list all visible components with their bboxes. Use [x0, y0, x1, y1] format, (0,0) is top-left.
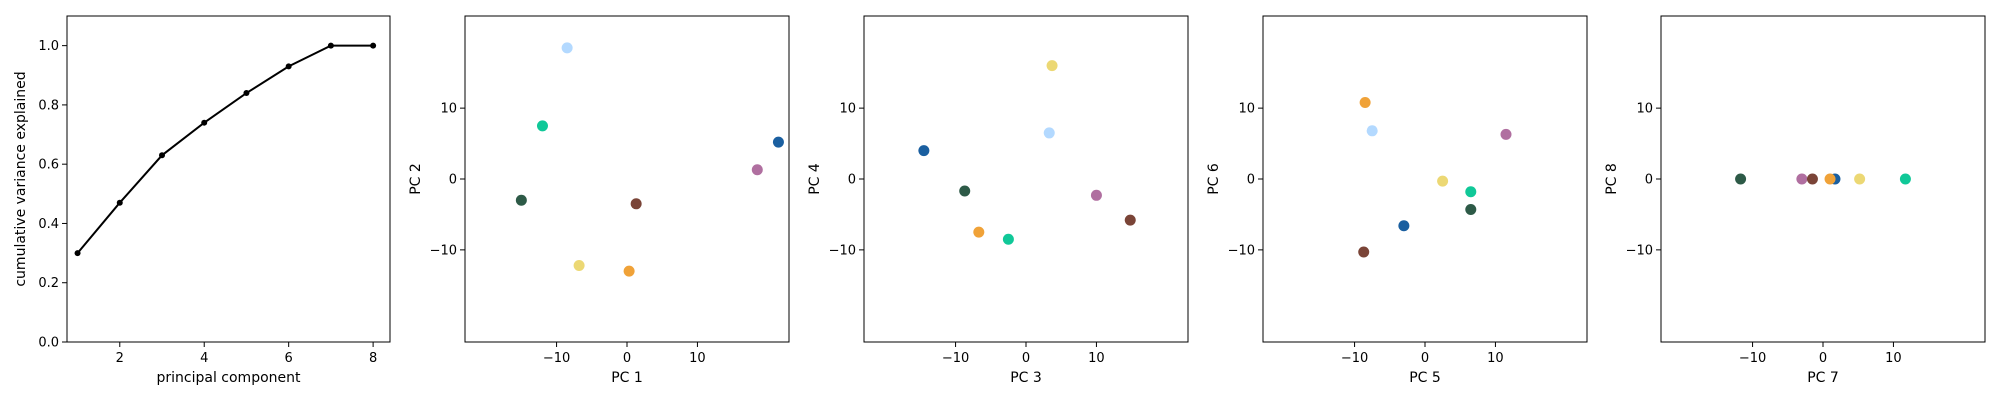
x-tick-label: 2 [116, 351, 124, 366]
y-axis-label: PC 4 [807, 163, 823, 195]
axes-frame [863, 15, 1189, 343]
y-tick-label: 0 [1645, 173, 1653, 188]
scatter-point [1824, 173, 1836, 185]
x-tick-label: 10 [689, 351, 706, 366]
scatter-point [772, 136, 784, 148]
line-marker [116, 199, 123, 206]
scatter-point [959, 185, 971, 197]
y-tick-label: 10 [1238, 102, 1255, 117]
x-tick-label: −10 [942, 351, 969, 366]
y-tick-label: 10 [1636, 102, 1653, 117]
axes-frame [464, 15, 790, 343]
y-tick-label: 0.8 [38, 98, 59, 113]
x-tick-label: 4 [200, 351, 208, 366]
y-tick-label: −10 [1228, 243, 1255, 258]
line-marker [370, 42, 377, 49]
y-tick-label: −10 [829, 243, 856, 258]
x-tick-label: 0 [1421, 351, 1429, 366]
y-tick-label: 0 [848, 173, 856, 188]
y-axis-label: PC 2 [408, 163, 424, 195]
x-tick-label: 0 [1819, 351, 1827, 366]
scatter-point [1465, 203, 1477, 215]
scatter-point [1046, 60, 1058, 72]
scatter-point [1854, 173, 1866, 185]
scatter-point [918, 145, 930, 157]
cumulative-variance-line [76, 44, 374, 254]
x-tick-label: −10 [543, 351, 570, 366]
y-tick-label: 0.6 [38, 158, 59, 173]
y-axis-label: cumulative variance explained [13, 71, 29, 286]
line-marker [201, 119, 208, 126]
scatter-point [1002, 233, 1014, 245]
scatter-point [536, 120, 548, 132]
scatter-point [973, 226, 985, 238]
line-marker [159, 152, 165, 159]
y-tick-label: −10 [1626, 243, 1653, 258]
x-tick-label: 0 [1022, 351, 1030, 366]
y-axis-label: PC 6 [1206, 163, 1222, 195]
x-tick-label: 6 [285, 351, 293, 366]
y-tick-label: −10 [430, 243, 457, 258]
x-tick-label: −10 [1739, 351, 1766, 366]
x-axis-label: PC 7 [1807, 370, 1839, 386]
y-tick-label: 10 [839, 102, 856, 117]
scatter-point [1366, 125, 1378, 137]
axes-frame [1660, 15, 1986, 343]
scatter-point [1398, 220, 1410, 232]
scatter-point [1500, 128, 1512, 140]
x-tick-label: −10 [1341, 351, 1368, 366]
y-tick-label: 1.0 [38, 39, 59, 54]
scatter-point [630, 198, 642, 210]
scatter-point [1043, 127, 1055, 139]
x-tick-label: 10 [1487, 351, 1504, 366]
x-axis-label: PC 3 [1010, 370, 1042, 386]
line-marker [285, 63, 292, 70]
x-axis-label: PC 1 [611, 370, 643, 386]
x-axis-label: principal component [157, 370, 302, 386]
y-tick-label: 0 [1247, 173, 1255, 188]
line-marker [243, 90, 250, 97]
x-tick-label: 10 [1885, 351, 1902, 366]
scatter-point [1359, 96, 1371, 108]
chart-panel-1: 2 4 6 8 0.0 0.2 0.4 0.6 0.8 1.0 principal componen… [13, 15, 391, 386]
scatter-point [1437, 175, 1449, 187]
scatter-point [1806, 173, 1818, 185]
x-tick-label: 0 [623, 351, 631, 366]
scatter-point [1124, 214, 1136, 226]
chart-panel-3: −10 0 10 −10 0 10 PC 3 PC 4 [807, 15, 1189, 386]
y-tick-label: 0.4 [38, 217, 59, 232]
y-tick-label: 0.0 [38, 336, 59, 351]
axes-frame [66, 15, 391, 343]
line-marker [327, 42, 334, 49]
scatter-point [1735, 173, 1747, 185]
x-tick-label: 8 [369, 351, 377, 366]
scatter-point [573, 259, 585, 271]
scatter-point [1090, 189, 1102, 201]
chart-panel-2: −10 0 10 −10 0 10 PC 1 PC 2 [408, 15, 790, 386]
chart-panel-4: −10 0 10 −10 0 10 PC 5 PC 6 [1206, 15, 1588, 386]
scatter-point [623, 265, 635, 277]
y-tick-label: 0 [449, 173, 457, 188]
x-tick-label: 10 [1088, 351, 1105, 366]
y-tick-label: 10 [440, 102, 457, 117]
x-axis-label: PC 5 [1409, 370, 1441, 386]
scatter-point [1796, 173, 1808, 185]
axes-frame [1262, 15, 1588, 343]
scatter-point [1465, 186, 1477, 198]
scatter-point [751, 164, 763, 176]
line-marker [74, 250, 81, 257]
chart-panel-5: −10 0 10 −10 0 10 PC 7 PC 8 [1604, 15, 1986, 386]
scatter-point [1358, 246, 1370, 258]
scatter-point [515, 194, 527, 206]
y-tick-label: 0.2 [38, 276, 59, 291]
y-axis-label: PC 8 [1604, 163, 1620, 195]
scatter-point [561, 42, 573, 54]
scatter-point [1899, 173, 1911, 185]
